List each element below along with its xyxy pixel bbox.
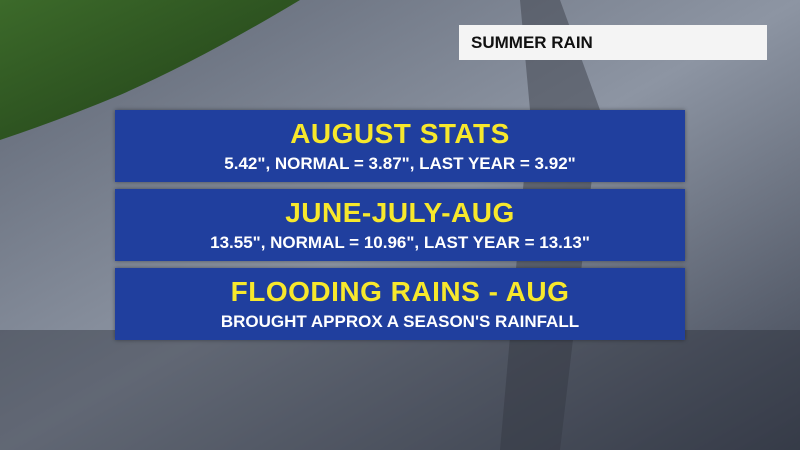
- stat-panel: AUGUST STATS 5.42", NORMAL = 3.87", LAST…: [115, 110, 685, 182]
- panel-title: AUGUST STATS: [290, 118, 510, 149]
- section-label: SUMMER RAIN: [459, 25, 767, 60]
- panel-detail: BROUGHT APPROX A SEASON'S RAINFALL: [220, 312, 580, 331]
- panel-detail: 5.42", NORMAL = 3.87", LAST YEAR = 3.92": [224, 154, 576, 173]
- stat-panel: FLOODING RAINS - AUG BROUGHT APPROX A SE…: [115, 268, 685, 340]
- panel-detail: 13.55", NORMAL = 10.96", LAST YEAR = 13.…: [210, 233, 590, 252]
- stat-panel: JUNE-JULY-AUG 13.55", NORMAL = 10.96", L…: [115, 189, 685, 261]
- panel-title: FLOODING RAINS - AUG: [230, 276, 570, 307]
- panel-title: JUNE-JULY-AUG: [285, 197, 515, 228]
